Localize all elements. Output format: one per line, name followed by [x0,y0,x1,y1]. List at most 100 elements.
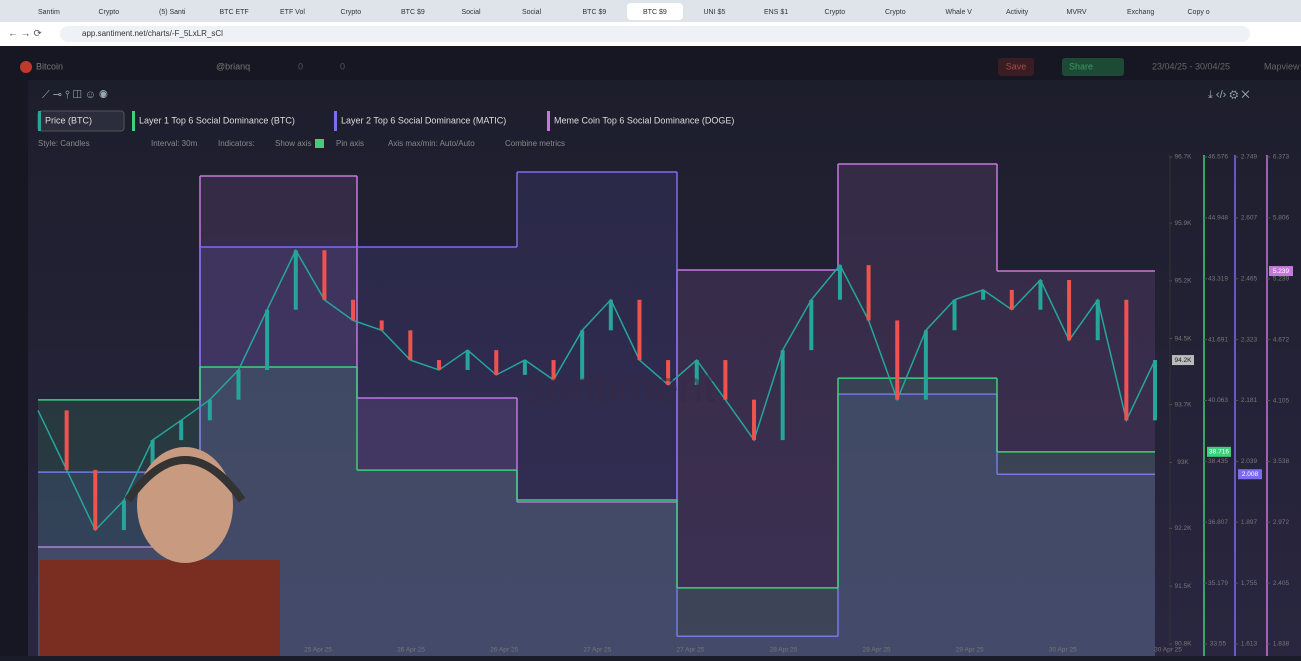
last-price: 94.2K [1175,357,1193,364]
tab-title: ETF Vol [280,9,305,16]
candle [666,360,671,385]
y-tick-label: 46.576 [1208,154,1228,161]
candle [522,360,527,375]
metric-name: Layer 1 Top 6 Social Dominance (BTC) [139,115,295,125]
candle [351,299,356,321]
y-tick-label: 91.5K [1175,583,1193,590]
show-axis-check[interactable] [315,139,324,148]
dominance-area [838,394,997,656]
dominance-area [357,397,517,656]
tab[interactable] [1171,3,1228,20]
toolbar-item[interactable]: Show axis [275,139,311,148]
tab-title: UNI $5 [704,9,726,16]
candle [694,360,699,385]
tab[interactable] [506,3,562,20]
tab-title: BTC $9 [401,9,425,16]
x-tick-label: 27 Apr 25 [583,647,611,654]
nav[interactable]: ← → ⟳ [8,29,43,40]
y-tick-label: 35.179 [1208,580,1228,587]
y-tick-label: 2.323 [1241,336,1258,343]
candle [780,350,785,441]
url: app.santiment.net/charts/-F_5LxLR_sCl [82,29,223,38]
candle [637,299,642,361]
tab[interactable] [748,3,804,20]
tab[interactable] [324,3,381,20]
last-value: 5.239 [1273,268,1290,275]
date-range: 23/04/25 - 30/04/25 [1152,61,1230,71]
y-tick-label: 33.55 [1210,641,1227,648]
watermark: santiment [525,363,716,412]
webcam-body [40,560,280,656]
tab[interactable] [143,3,199,20]
candle [207,399,212,421]
metric-name: Price (BTC) [45,115,92,125]
dominance-area [677,587,838,656]
tab[interactable] [1050,3,1107,20]
x-tick-label: 29 Apr 25 [956,647,984,654]
candle [293,250,298,310]
asset-icon [20,61,32,73]
tab[interactable] [385,3,441,20]
y-tick-label: 1.613 [1241,641,1258,648]
tab[interactable] [22,3,78,20]
candle [179,420,184,441]
candle [93,469,98,531]
tab-title: Crypto [885,9,906,16]
dominance-area [517,502,677,656]
y-tick-label: 93.7K [1175,401,1193,408]
tab[interactable] [445,3,502,20]
tab[interactable] [203,3,260,20]
y-tick-label: 2.749 [1241,154,1258,161]
candle [1067,279,1072,341]
toolbar-item[interactable]: Interval: 30m [151,139,198,148]
y-tick-label: 38.435 [1208,458,1228,465]
tab-title: Crypto [99,9,120,16]
y-tick-label: 36.807 [1208,519,1228,526]
tab[interactable] [82,3,139,20]
metric-color [334,111,337,131]
y-tick-label: 5.806 [1273,215,1290,222]
candle [465,350,470,370]
tab[interactable] [264,3,320,20]
tab[interactable] [1111,3,1167,20]
dominance-area [357,247,517,656]
tab-title: Copy o [1188,9,1210,16]
tab[interactable] [990,3,1046,20]
url-field[interactable] [60,26,1250,42]
candle [551,360,556,380]
tab-title: Crypto [825,9,846,16]
tab-title: Crypto [341,9,362,16]
drawing-tools[interactable]: ⟋ ⊸ ⫯ ◫ ☺ ◉ [42,89,108,101]
y-tick-label: 1.897 [1241,519,1258,526]
toolbar-item[interactable]: Axis max/min: Auto/Auto [388,139,475,148]
toolbar-item[interactable]: Combine metrics [505,139,565,148]
dominance-area [677,636,838,656]
tab-title: Whale V [946,9,973,16]
tab[interactable] [627,3,683,20]
y-tick-label: 43.319 [1208,275,1228,282]
candle [809,299,814,351]
dominance-area [517,500,677,656]
tab[interactable] [687,3,744,20]
toolbar-item[interactable]: Pin axis [336,139,364,148]
tab[interactable] [566,3,623,20]
tab[interactable] [869,3,925,20]
y-tick-label: 93K [1177,459,1189,466]
candle [1095,299,1100,341]
y-tick-label: 2.405 [1273,580,1290,587]
y-tick-label: 3.538 [1273,458,1290,465]
toolbar-item[interactable]: Style: Candles [38,139,90,148]
y-tick-label: 95.9K [1175,220,1193,227]
y-tick-label: 96.7K [1175,154,1193,161]
candle [923,330,928,400]
panel-actions[interactable]: ⤓ ‹/› ⚙ ✕ [1208,89,1250,101]
tab[interactable] [808,3,865,20]
share-button[interactable] [1062,58,1124,76]
toolbar-item[interactable]: Indicators: [218,139,255,148]
save-button[interactable] [998,58,1034,76]
dominance-area [997,474,1155,656]
tab[interactable] [929,3,986,20]
metric-color [132,111,135,131]
